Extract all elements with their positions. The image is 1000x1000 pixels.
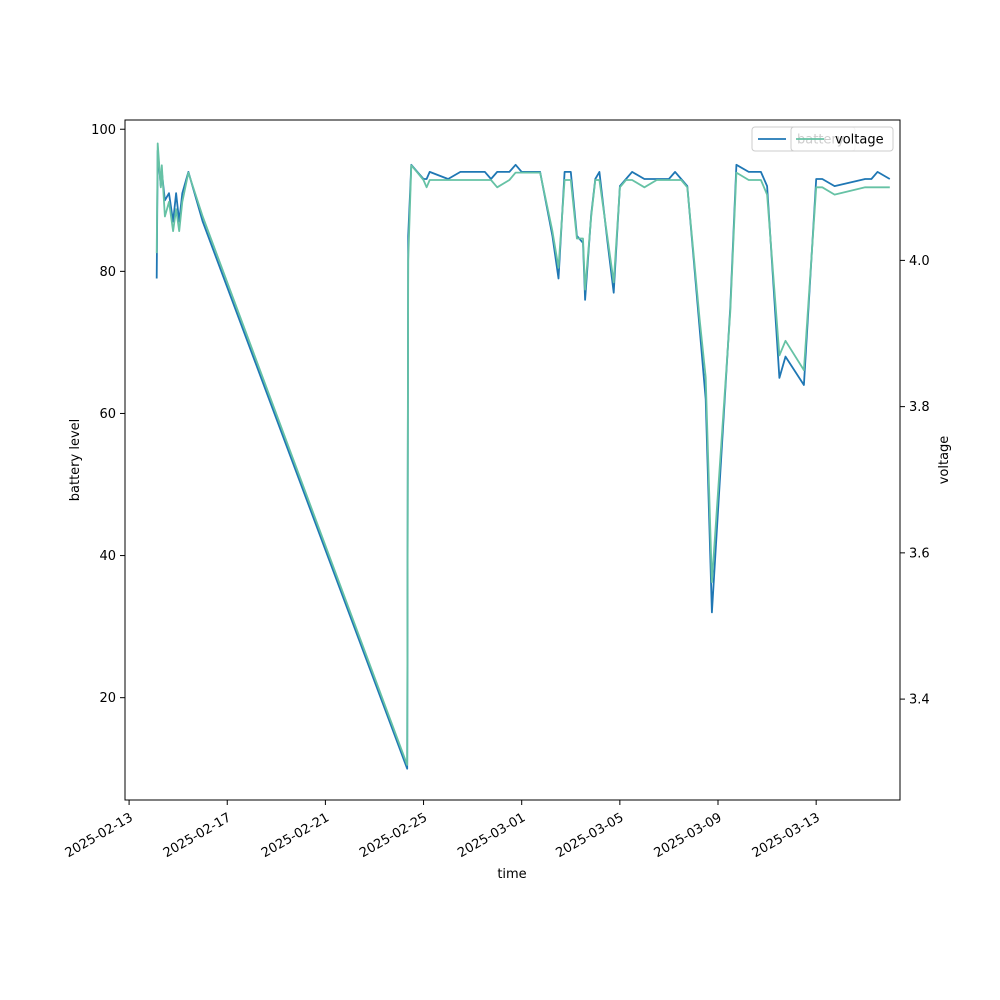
series-line-voltage <box>155 142 890 766</box>
y-left-axis: 20 40 60 80 100 <box>91 123 125 706</box>
y-left-tick-label: 100 <box>91 123 116 138</box>
y-right-axis: 3.4 3.6 3.8 4.0 <box>900 254 930 708</box>
y-right-tick-label: 3.8 <box>909 400 930 415</box>
x-tick-label: 2025-02-13 <box>63 810 136 861</box>
x-tick-label: 2025-03-01 <box>455 810 528 861</box>
y-left-tick-label: 60 <box>99 407 116 422</box>
plot-frame <box>124 119 901 801</box>
legend-label-voltage: voltage <box>835 133 884 148</box>
y-left-axis-label: battery level <box>68 419 83 502</box>
legend-box-voltage <box>790 126 894 152</box>
y-left-tick-label: 20 <box>99 691 116 706</box>
y-left-tick-label: 40 <box>99 549 116 564</box>
x-tick-label: 2025-03-13 <box>750 810 823 861</box>
legend: batteryvoltage <box>751 126 894 152</box>
x-tick-label: 2025-02-21 <box>259 810 332 861</box>
x-tick-label: 2025-02-17 <box>161 810 234 861</box>
series-line-battery <box>155 149 891 770</box>
plot-lines <box>155 142 891 770</box>
x-axis: 2025-02-13 2025-02-17 2025-02-21 2025-02-25… <box>63 800 823 861</box>
y-left-tick-label: 80 <box>99 265 116 280</box>
x-axis-label: time <box>497 867 526 882</box>
y-right-tick-label: 4.0 <box>909 254 930 269</box>
x-tick-label: 2025-03-05 <box>553 810 626 861</box>
y-right-tick-label: 3.6 <box>909 546 930 561</box>
x-tick-label: 2025-03-09 <box>652 810 725 861</box>
x-tick-label: 2025-02-25 <box>357 810 430 861</box>
y-right-axis-label: voltage <box>937 436 952 485</box>
y-right-tick-label: 3.4 <box>909 693 930 708</box>
